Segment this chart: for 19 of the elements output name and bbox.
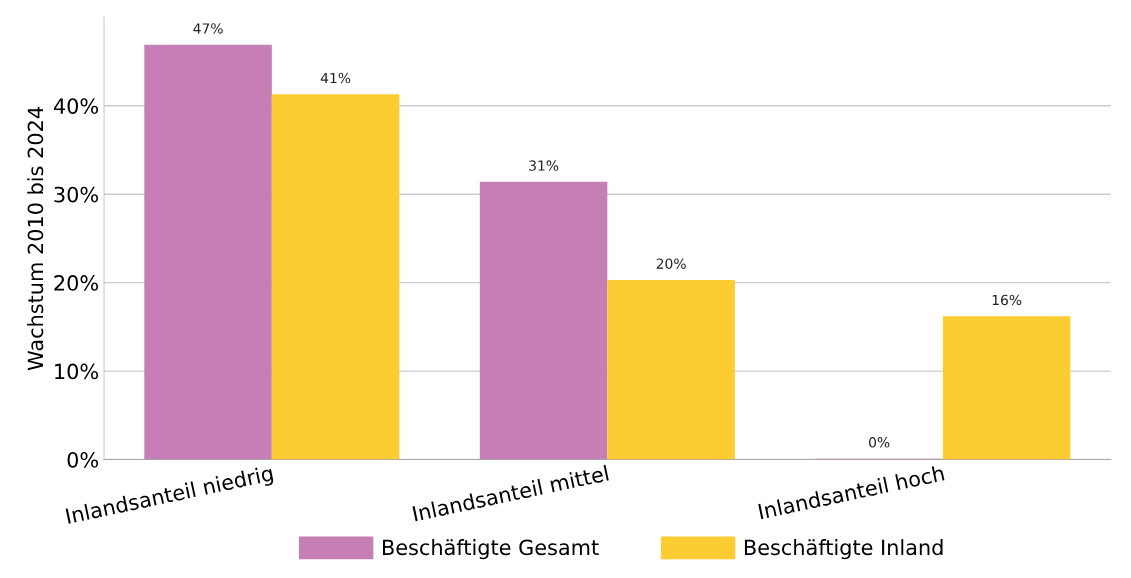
data-label: 0% bbox=[869, 437, 890, 448]
y-tick-label: 10% bbox=[55, 363, 99, 380]
bar bbox=[942, 316, 1071, 460]
bar bbox=[271, 94, 400, 460]
y-axis-title: Wachstum 2010 bis 2024 bbox=[27, 107, 44, 371]
data-label: 47% bbox=[193, 23, 223, 34]
bar bbox=[607, 279, 735, 460]
y-tick-label: 40% bbox=[53, 98, 99, 114]
legend-label: Beschäftigte Gesamt bbox=[383, 539, 599, 560]
bar bbox=[479, 181, 608, 460]
y-tick-label: 0% bbox=[67, 451, 99, 468]
data-label: 31% bbox=[529, 160, 559, 171]
y-tick-label: 30% bbox=[54, 186, 99, 203]
y-tick-label: 20% bbox=[54, 275, 99, 291]
data-label: 16% bbox=[992, 294, 1022, 306]
legend-label: Beschäftigte Inland bbox=[744, 539, 943, 560]
data-label: 41% bbox=[320, 72, 351, 84]
bar bbox=[144, 44, 272, 460]
data-label: 20% bbox=[656, 258, 686, 269]
